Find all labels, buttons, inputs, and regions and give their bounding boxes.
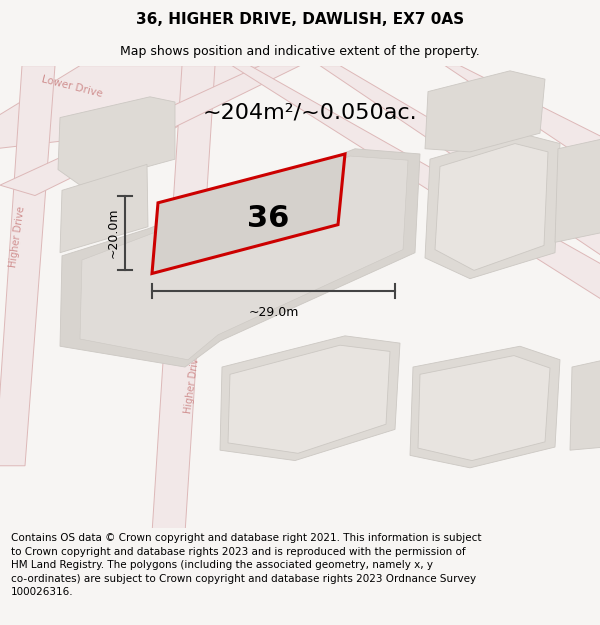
Text: Lower Drive: Lower Drive xyxy=(41,74,103,99)
Text: ~29.0m: ~29.0m xyxy=(248,306,299,319)
Polygon shape xyxy=(60,149,420,367)
Text: Contains OS data © Crown copyright and database right 2021. This information is : Contains OS data © Crown copyright and d… xyxy=(11,533,481,598)
Polygon shape xyxy=(320,66,600,258)
Polygon shape xyxy=(425,71,545,152)
Polygon shape xyxy=(220,336,400,461)
Text: ~20.0m: ~20.0m xyxy=(107,208,120,258)
Polygon shape xyxy=(58,97,175,185)
Polygon shape xyxy=(228,345,390,453)
Polygon shape xyxy=(232,66,600,301)
Polygon shape xyxy=(570,360,600,450)
Polygon shape xyxy=(152,154,345,274)
Text: Map shows position and indicative extent of the property.: Map shows position and indicative extent… xyxy=(120,45,480,58)
Polygon shape xyxy=(0,66,280,149)
Polygon shape xyxy=(152,66,215,533)
Polygon shape xyxy=(80,156,408,360)
Polygon shape xyxy=(410,346,560,468)
Polygon shape xyxy=(0,66,300,196)
Text: Higher Drive: Higher Drive xyxy=(183,351,201,414)
Text: 36, HIGHER DRIVE, DAWLISH, EX7 0AS: 36, HIGHER DRIVE, DAWLISH, EX7 0AS xyxy=(136,12,464,27)
Text: Higher Drive: Higher Drive xyxy=(8,206,26,268)
Text: 36: 36 xyxy=(247,204,289,233)
Polygon shape xyxy=(60,164,148,252)
Polygon shape xyxy=(0,66,55,466)
Polygon shape xyxy=(445,66,600,173)
Polygon shape xyxy=(555,138,600,242)
Polygon shape xyxy=(418,356,550,461)
Polygon shape xyxy=(425,133,560,279)
Text: ~204m²/~0.050ac.: ~204m²/~0.050ac. xyxy=(203,102,418,122)
Polygon shape xyxy=(435,144,548,271)
